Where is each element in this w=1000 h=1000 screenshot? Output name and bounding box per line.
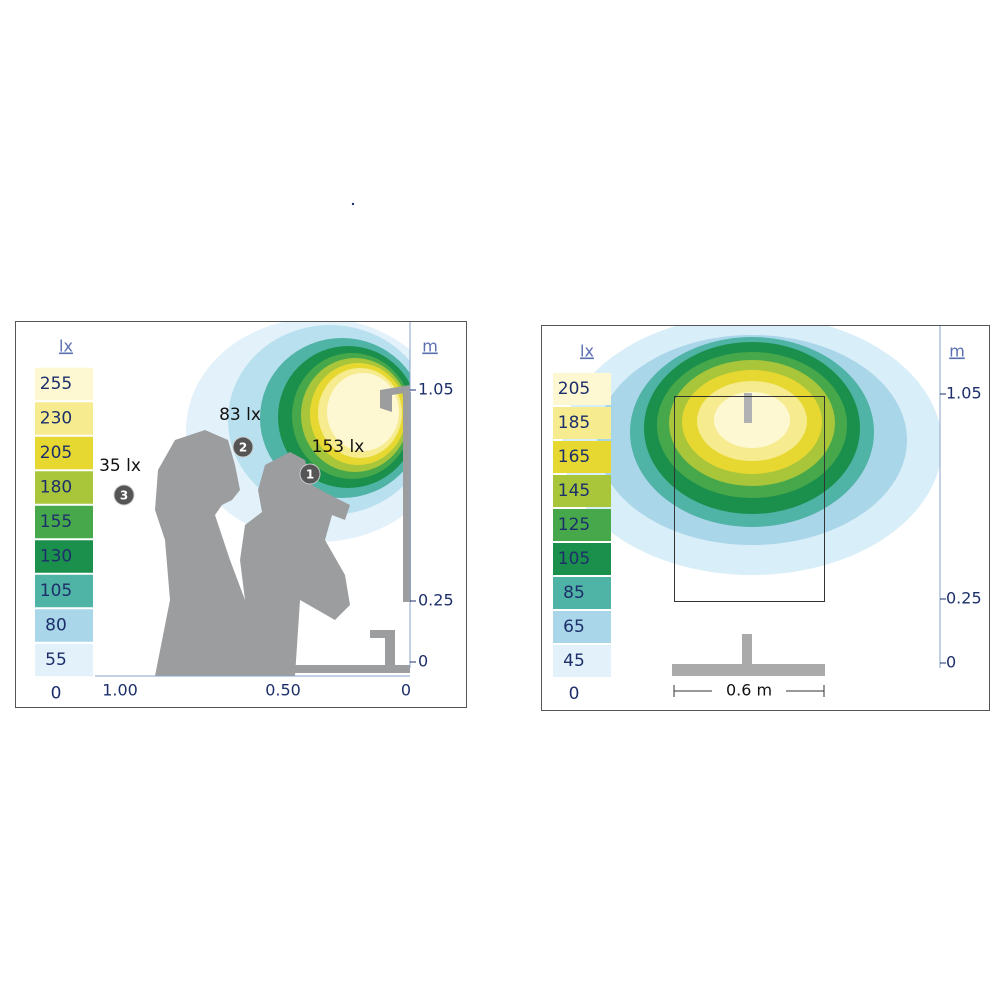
legend-label: 85 <box>563 583 585 603</box>
marker <box>113 484 135 506</box>
y-tick-label: 1.05 <box>946 384 982 403</box>
right-contours <box>562 326 940 575</box>
legend-label: 155 <box>40 512 72 532</box>
x-tick-label: 0.50 <box>265 681 301 700</box>
legend-swatch <box>35 574 93 608</box>
annotation: 35 lx <box>99 456 141 476</box>
mirror <box>674 396 825 602</box>
silhouettes <box>155 385 411 676</box>
legend-swatch <box>35 436 93 470</box>
legend-swatch <box>553 509 611 541</box>
legend-swatch <box>553 611 611 643</box>
marker-label: 2 <box>239 441 247 455</box>
right-frame <box>541 325 990 711</box>
legend-label: 80 <box>45 616 67 636</box>
legend-label: 180 <box>40 478 72 498</box>
marker <box>299 463 321 485</box>
legend-label: 185 <box>558 413 590 433</box>
x-tick-label: 0 <box>401 681 411 700</box>
legend-unit: lx <box>580 342 594 361</box>
legend-label: 55 <box>45 650 67 670</box>
dot <box>351 202 355 206</box>
y-tick-label: 0.25 <box>418 591 454 610</box>
left-frame <box>15 321 467 708</box>
legend-swatch <box>35 471 93 504</box>
y-tick-label: 0 <box>418 652 428 671</box>
legend-swatch <box>35 367 93 401</box>
legend-swatch <box>553 373 611 405</box>
legend-label: 230 <box>40 409 72 429</box>
dimension-line <box>673 685 825 697</box>
legend-unit: lx <box>59 337 73 356</box>
y-tick-label: 1.05 <box>418 380 454 399</box>
annotation: 83 lx <box>219 405 261 425</box>
legend-swatch <box>553 543 611 575</box>
legend-label: 205 <box>558 379 590 399</box>
legend-swatch <box>553 645 611 677</box>
legend-label: 65 <box>563 617 585 637</box>
annotation: 153 lx <box>312 437 365 457</box>
legend-label: 130 <box>40 547 72 567</box>
legend-swatch <box>35 402 93 435</box>
legend-label: 165 <box>558 447 590 467</box>
legend-label: 145 <box>558 481 590 501</box>
legend-swatch <box>35 540 93 573</box>
marker-label: 3 <box>120 489 128 503</box>
legend-label: 125 <box>558 515 590 535</box>
y-tick-label: 0 <box>946 653 956 672</box>
legend-label: 0 <box>569 684 580 704</box>
basin <box>672 634 825 676</box>
legend-label: 205 <box>40 443 72 463</box>
x-tick-label: 1.00 <box>102 681 138 700</box>
legend-label: 0 <box>51 684 62 704</box>
legend-swatch <box>35 643 93 677</box>
legend-swatch <box>553 407 611 439</box>
y-tick-label: 0.25 <box>946 589 982 608</box>
axis-unit: m <box>422 337 438 356</box>
marker <box>232 436 254 458</box>
marker-label: 1 <box>306 468 314 482</box>
dimension-label: 0.6 m <box>726 681 772 700</box>
legend-swatch <box>35 609 93 642</box>
legend-swatch <box>35 505 93 539</box>
legend-label: 255 <box>40 374 72 394</box>
legend-swatch <box>553 475 611 507</box>
legend-label: 105 <box>40 581 72 601</box>
fixture <box>744 393 752 423</box>
legend-swatch <box>553 577 611 609</box>
legend-swatch <box>553 441 611 473</box>
axis-unit: m <box>949 342 965 361</box>
legend-label: 105 <box>558 549 590 569</box>
legend-label: 45 <box>563 651 585 671</box>
